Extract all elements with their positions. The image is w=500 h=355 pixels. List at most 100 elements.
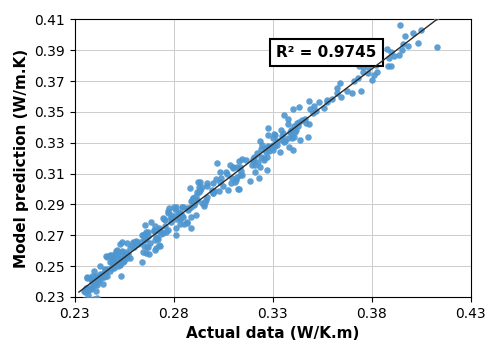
Point — [164, 227, 172, 233]
Point — [138, 233, 146, 238]
Point — [164, 208, 172, 214]
Point — [268, 145, 276, 151]
Point — [124, 251, 132, 257]
Point — [150, 227, 158, 233]
Point — [208, 187, 216, 193]
Point — [192, 212, 200, 218]
Point — [235, 186, 243, 192]
Point — [417, 27, 425, 33]
Point — [90, 275, 98, 281]
Point — [109, 262, 117, 267]
Point — [102, 270, 110, 275]
Point — [236, 169, 244, 174]
Point — [167, 215, 175, 221]
Point — [200, 201, 208, 207]
Point — [172, 204, 180, 210]
Point — [264, 143, 272, 149]
Point — [196, 179, 204, 185]
Point — [210, 188, 218, 194]
Point — [116, 262, 124, 267]
Point — [238, 172, 246, 178]
Point — [101, 270, 109, 276]
Point — [224, 187, 232, 193]
Point — [160, 216, 168, 222]
Point — [100, 274, 108, 280]
Point — [219, 183, 227, 189]
Point — [130, 240, 138, 246]
Point — [256, 138, 264, 144]
Point — [162, 230, 170, 235]
Point — [82, 274, 90, 280]
Point — [118, 239, 126, 245]
Point — [150, 228, 158, 234]
Point — [162, 223, 170, 229]
Point — [278, 137, 286, 143]
Point — [228, 180, 235, 186]
Point — [94, 282, 102, 288]
Point — [117, 273, 125, 279]
Point — [355, 63, 363, 69]
Point — [154, 236, 162, 242]
Point — [155, 242, 163, 248]
Point — [176, 215, 184, 221]
Point — [310, 103, 318, 109]
Point — [80, 297, 88, 303]
Point — [214, 160, 222, 166]
Point — [296, 137, 304, 143]
Point — [117, 255, 125, 261]
Point — [126, 245, 134, 251]
Point — [398, 47, 406, 53]
Point — [292, 129, 300, 135]
Point — [96, 263, 104, 269]
Point — [348, 90, 356, 96]
Point — [113, 247, 121, 253]
Point — [118, 258, 126, 263]
Point — [120, 254, 128, 260]
Point — [288, 106, 296, 112]
Point — [217, 175, 225, 181]
Point — [140, 235, 148, 240]
Point — [212, 176, 220, 181]
Point — [190, 202, 198, 207]
Point — [281, 138, 289, 144]
Point — [184, 206, 192, 211]
Point — [100, 281, 108, 286]
Point — [132, 238, 140, 244]
Point — [192, 197, 200, 203]
Point — [159, 230, 167, 236]
Point — [396, 22, 404, 28]
Point — [305, 98, 313, 104]
Point — [238, 157, 246, 162]
Point — [366, 52, 374, 58]
Point — [187, 198, 195, 204]
Point — [254, 175, 262, 181]
Point — [90, 282, 98, 288]
Point — [156, 231, 164, 236]
Point — [202, 194, 210, 200]
Point — [152, 234, 160, 240]
Point — [119, 259, 127, 264]
Point — [101, 266, 109, 272]
Point — [433, 44, 441, 50]
Point — [288, 127, 296, 133]
Point — [108, 265, 116, 271]
Point — [146, 219, 154, 225]
Point — [314, 99, 322, 105]
Point — [310, 110, 318, 116]
Point — [196, 184, 203, 190]
Point — [188, 195, 196, 201]
Point — [136, 239, 144, 245]
Point — [298, 118, 306, 123]
Point — [172, 216, 180, 222]
Point — [142, 237, 150, 243]
Point — [277, 127, 285, 133]
Point — [209, 191, 217, 196]
Point — [280, 140, 287, 145]
Point — [90, 296, 98, 301]
Point — [108, 253, 116, 258]
Point — [204, 180, 212, 186]
Point — [250, 154, 258, 160]
Point — [302, 120, 310, 126]
Point — [252, 162, 260, 168]
Point — [294, 123, 302, 129]
